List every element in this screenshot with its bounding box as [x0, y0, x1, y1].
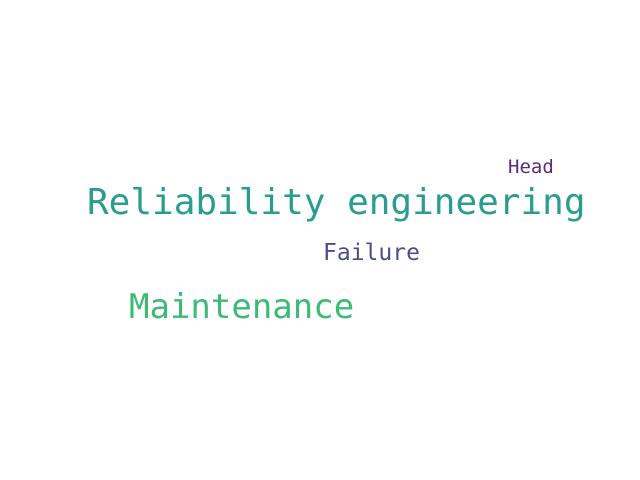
word-maintenance: Maintenance	[129, 287, 355, 327]
word-failure: Failure	[323, 240, 420, 266]
word-reliability-engineering: Reliability engineering	[87, 182, 586, 223]
word-head: Head	[508, 156, 554, 178]
